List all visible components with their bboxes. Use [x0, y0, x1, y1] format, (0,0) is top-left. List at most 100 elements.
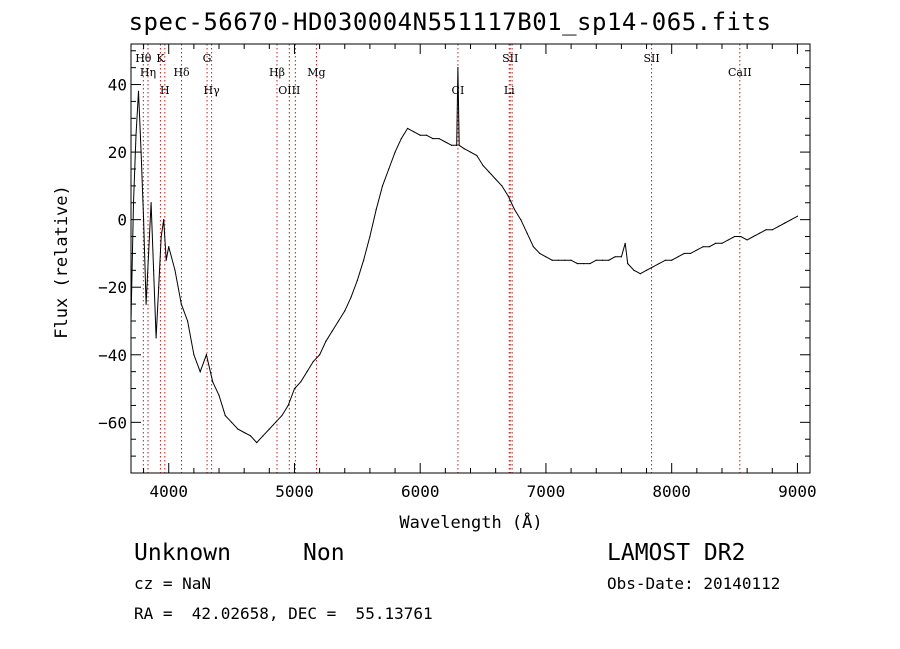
- spectrum-point: [671, 259, 673, 261]
- spectrum-point: [350, 296, 352, 298]
- x-tick-label: 4000: [149, 482, 188, 501]
- spectrum-point: [759, 232, 761, 234]
- spectrum-point: [557, 259, 560, 261]
- x-tick-label: 6000: [401, 482, 440, 501]
- spectrum-point: [570, 259, 572, 261]
- spectrum-point: [369, 235, 371, 238]
- line-annotation-label: Hγ: [204, 84, 221, 97]
- spectrum-point: [199, 371, 201, 373]
- line-annotation-label: Hδ: [173, 66, 190, 79]
- spectrum-point: [645, 269, 648, 271]
- spectrum-point: [432, 137, 434, 140]
- spectrum-point: [589, 262, 591, 265]
- spectrum-point: [281, 414, 283, 417]
- spectrum-point: [205, 354, 208, 356]
- line-annotation-label: CI: [452, 84, 465, 97]
- x-tick-label: 7000: [527, 482, 566, 501]
- y-tick-label: 0: [117, 211, 127, 230]
- spectrum-point: [652, 266, 654, 268]
- spectrum-point: [740, 235, 742, 238]
- spectrum-point: [746, 239, 748, 241]
- spectrum-point: [458, 144, 460, 146]
- line-annotation-label: H: [160, 84, 170, 97]
- chart-title: spec-56670-HD030004N551117B01_sp14-065.f…: [128, 8, 772, 36]
- spectrum-point: [306, 371, 308, 373]
- spectrum-point: [148, 252, 150, 255]
- spectrum-point: [608, 259, 610, 261]
- spectrum-point: [356, 279, 358, 282]
- spectrum-point: [165, 259, 167, 261]
- spectrum-point: [551, 259, 553, 261]
- spectrum-point: [193, 354, 195, 356]
- spectrum-point: [790, 219, 792, 221]
- spectrum-point: [186, 320, 189, 322]
- y-axis-ticks: −60 −40 −20 0 20 40: [98, 50, 810, 457]
- spectrum-point: [218, 394, 220, 396]
- y-axis-label: Flux (relative): [52, 185, 72, 339]
- spectrum-point: [715, 242, 717, 244]
- spectrum-point: [224, 414, 226, 417]
- spectrum-point: [532, 246, 534, 248]
- spectrum-point: [180, 303, 182, 305]
- spectrum-point: [388, 168, 390, 170]
- spectrum-point: [583, 262, 585, 265]
- spectrum-point: [375, 208, 377, 211]
- spectrum-point: [150, 202, 152, 204]
- spectrum-point: [137, 90, 140, 92]
- spectrum-point: [145, 303, 147, 305]
- spectrum-point: [620, 256, 622, 258]
- spectrum-point: [658, 262, 660, 265]
- spectrum-point: [595, 259, 597, 261]
- spectrum-point: [331, 330, 333, 332]
- spectrum-point: [520, 219, 522, 221]
- spectrum-point: [174, 269, 176, 271]
- spectrum-point: [407, 127, 409, 130]
- y-tick-label: 40: [108, 76, 127, 95]
- spectrum-point: [539, 252, 541, 255]
- spectrum-point: [664, 259, 666, 261]
- spectrum-point: [677, 256, 679, 258]
- spectrum-point: [300, 381, 302, 383]
- line-annotation-label: CaII: [728, 66, 752, 79]
- spectrum-point: [457, 67, 459, 69]
- spectral-line-markers: [142, 44, 741, 473]
- spectrum-point: [337, 320, 340, 322]
- spectrum-point: [495, 178, 497, 180]
- spectrum-point: [696, 249, 698, 251]
- spectrum-point: [268, 428, 270, 430]
- spectrum-point: [526, 232, 528, 234]
- spectrum-point: [777, 225, 780, 228]
- spectrum-point: [230, 421, 233, 423]
- x-axis-label: Wavelength (Å): [399, 511, 542, 533]
- spectrum-point: [752, 235, 755, 238]
- spectrum-point: [771, 229, 773, 231]
- spectrum-point: [212, 381, 214, 383]
- spectrum-point: [633, 269, 635, 271]
- x-axis-ticks: 4000 5000 6000 7000 8000 9000: [143, 44, 817, 501]
- y-tick-label: −40: [98, 346, 127, 365]
- x-tick-label: 5000: [275, 482, 314, 501]
- spectrum-point: [363, 259, 365, 261]
- line-annotation-label: G: [203, 52, 212, 65]
- spectrum-point: [249, 435, 252, 437]
- spectrum-point: [469, 151, 472, 153]
- spectrum-point: [413, 131, 415, 133]
- line-annotation-label: Hθ: [135, 52, 152, 65]
- spectrum-point: [275, 421, 277, 423]
- spectrum-point: [513, 208, 516, 211]
- spectrum-point: [168, 246, 170, 248]
- spectrum-point: [702, 246, 704, 248]
- spectrum-point: [463, 148, 465, 150]
- spectrum-point: [507, 195, 509, 197]
- subclass-label: Non: [303, 540, 345, 566]
- spectrum-point: [419, 134, 421, 136]
- spectrum-point: [482, 165, 484, 167]
- line-annotation-label: OIII: [278, 84, 300, 97]
- spectrum-point: [689, 252, 692, 255]
- spectrum-point: [576, 262, 578, 265]
- spectrum-point: [243, 431, 245, 434]
- spectrum-point: [683, 252, 685, 255]
- x-tick-label: 9000: [778, 482, 817, 501]
